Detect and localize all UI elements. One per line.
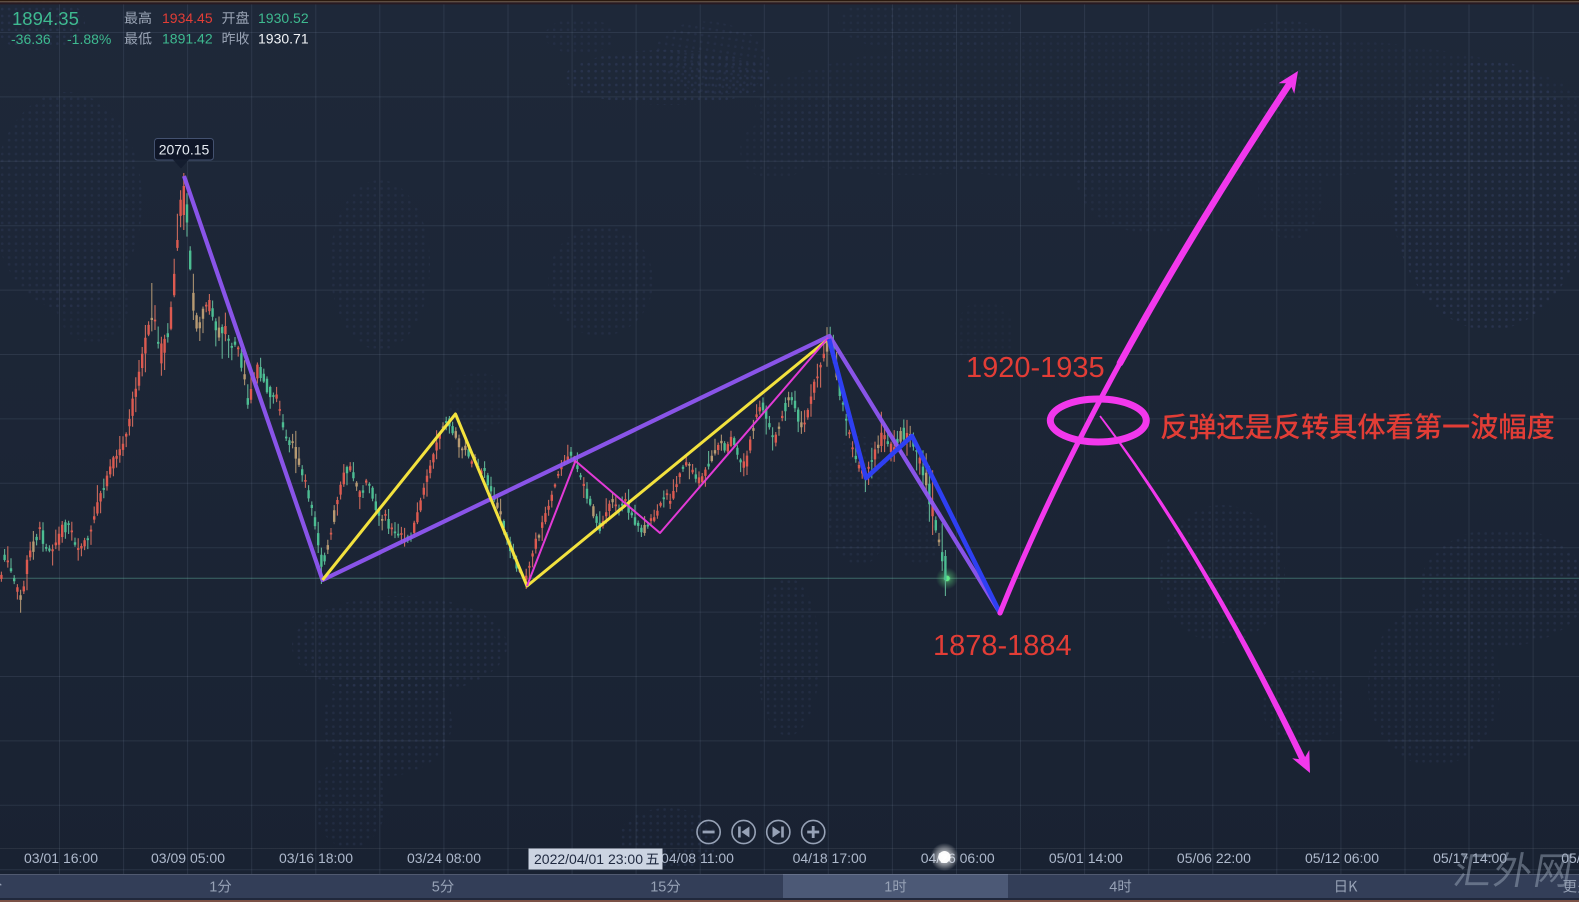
svg-text:1: 1 bbox=[884, 880, 892, 896]
svg-text:05/06 22:00: 05/06 22:00 bbox=[1177, 850, 1251, 866]
svg-text:1891.42: 1891.42 bbox=[162, 31, 213, 47]
svg-text:5: 5 bbox=[432, 880, 440, 896]
svg-text:1930.52: 1930.52 bbox=[258, 10, 309, 26]
svg-text:05/12 06:00: 05/12 06:00 bbox=[1305, 850, 1379, 866]
svg-text:4: 4 bbox=[1109, 880, 1117, 896]
svg-text:04/08 11:00: 04/08 11:00 bbox=[661, 850, 734, 866]
svg-text:03/24 08:00: 03/24 08:00 bbox=[407, 850, 481, 866]
svg-text:05/01 14:00: 05/01 14:00 bbox=[1049, 850, 1123, 866]
svg-text:15: 15 bbox=[650, 880, 666, 896]
svg-text:1: 1 bbox=[209, 880, 217, 896]
svg-text:2070.15: 2070.15 bbox=[159, 142, 210, 158]
svg-text:1934.45: 1934.45 bbox=[162, 10, 213, 26]
svg-text:1920-1935: 1920-1935 bbox=[966, 352, 1105, 384]
svg-text:03/01 16:00: 03/01 16:00 bbox=[24, 850, 98, 866]
svg-text:-1.88%: -1.88% bbox=[67, 31, 111, 47]
svg-text:04/18 17:00: 04/18 17:00 bbox=[793, 850, 867, 866]
svg-text:-36.36: -36.36 bbox=[11, 31, 51, 47]
svg-text:2022/04/01 23:00: 2022/04/01 23:00 bbox=[534, 851, 643, 867]
svg-text:1878-1884: 1878-1884 bbox=[933, 630, 1072, 662]
svg-text:03/09 05:00: 03/09 05:00 bbox=[151, 850, 225, 866]
svg-text:03/16 18:00: 03/16 18:00 bbox=[279, 850, 353, 866]
svg-text:1894.35: 1894.35 bbox=[12, 8, 79, 29]
svg-text:1930.71: 1930.71 bbox=[258, 31, 309, 47]
